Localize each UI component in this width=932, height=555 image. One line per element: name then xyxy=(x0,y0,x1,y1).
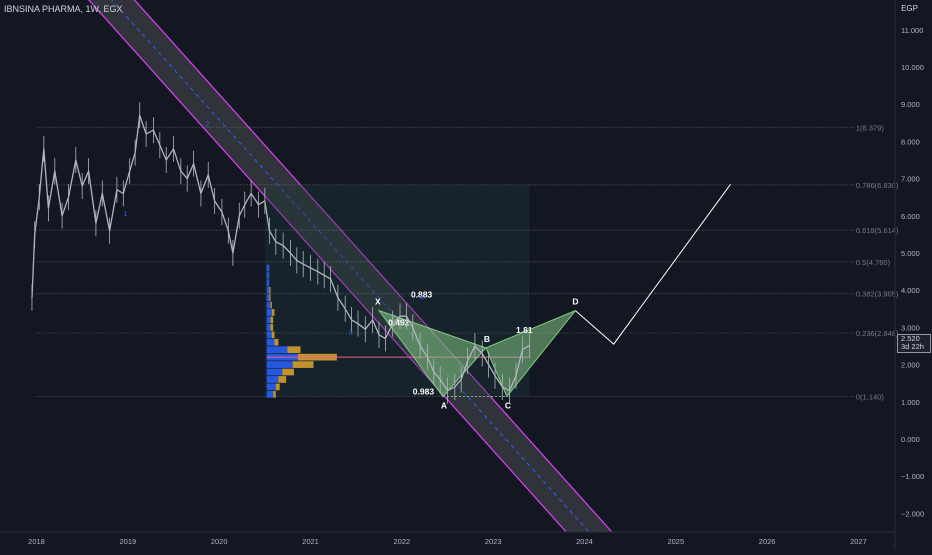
volume-profile-up-bar xyxy=(266,324,271,331)
harmonic-ratio-label: 0.983 xyxy=(413,386,435,396)
y-tick-label: 7.000 xyxy=(901,175,920,184)
x-tick-label: 2023 xyxy=(485,537,502,546)
volume-profile-down-bar xyxy=(278,376,287,383)
fib-level-label: 0.786(6.830) xyxy=(856,181,899,190)
y-tick-label: −2.000 xyxy=(901,509,924,518)
volume-profile-down-bar xyxy=(269,294,271,301)
volume-profile-up-bar xyxy=(266,316,271,324)
volume-profile-down-bar xyxy=(292,361,314,368)
volume-profile-down-bar xyxy=(270,316,274,324)
symbol-title: IBNSINA PHARMA, 1W, EGX xyxy=(4,4,123,14)
harmonic-ratio-label: 1.81 xyxy=(516,325,533,335)
volume-profile-up-bar xyxy=(266,309,272,316)
y-tick-label: 3.000 xyxy=(901,323,920,332)
harmonic-point-label: A xyxy=(441,401,447,411)
volume-profile-down-bar xyxy=(274,338,279,346)
harmonic-ratio-label: 0.492 xyxy=(388,318,410,328)
volume-profile-down-bar xyxy=(271,309,275,316)
x-tick-label: 2026 xyxy=(759,537,776,546)
x-tick-label: 2019 xyxy=(120,537,137,546)
y-tick-label: 9.000 xyxy=(901,100,920,109)
bar-countdown: 3d 22h xyxy=(901,342,924,351)
harmonic-bd-line xyxy=(485,310,576,349)
volume-profile-up-bar xyxy=(266,279,270,287)
y-tick-label: 8.000 xyxy=(901,137,920,146)
harmonic-ratio-label: 0.883 xyxy=(411,290,433,300)
wave-count-label: 3 xyxy=(349,330,353,337)
volume-profile-up-bar xyxy=(266,346,288,354)
volume-profile-down-bar xyxy=(275,383,280,391)
harmonic-point-label: X xyxy=(375,297,381,307)
y-tick-label: 1.000 xyxy=(901,398,920,407)
volume-profile-up-bar xyxy=(266,331,272,339)
x-tick-label: 2022 xyxy=(393,537,410,546)
y-tick-label: 6.000 xyxy=(901,212,920,221)
volume-profile-up-bar xyxy=(266,301,271,309)
y-tick-label: 11.000 xyxy=(901,26,923,35)
fib-level-label: 0.236(2.848) xyxy=(856,329,899,338)
x-tick-label: 2027 xyxy=(850,537,867,546)
harmonic-xb-line xyxy=(378,310,486,349)
volume-profile-up-bar xyxy=(266,271,270,279)
volume-profile-up-bar xyxy=(266,391,274,398)
y-tick-label: 5.000 xyxy=(901,249,920,258)
x-tick-label: 2018 xyxy=(28,537,45,546)
volume-profile-down-bar xyxy=(270,301,272,309)
x-tick-label: 2020 xyxy=(211,537,228,546)
channel-midline xyxy=(111,0,590,533)
wave-count-label: 2 xyxy=(205,121,209,128)
volume-profile-up-bar xyxy=(266,376,279,383)
harmonic-point-label: D xyxy=(572,297,578,307)
fib-level-label: 0.382(3.905) xyxy=(856,290,899,299)
volume-profile-down-bar xyxy=(282,368,294,376)
channel-fill xyxy=(88,0,612,532)
y-tick-label: 2.000 xyxy=(901,361,920,370)
wave-count-label: 1 xyxy=(123,211,127,218)
y-tick-label: 10.000 xyxy=(901,63,924,72)
volume-profile-up-bar xyxy=(266,294,270,301)
y-tick-label: 4.000 xyxy=(901,286,920,295)
volume-profile-down-bar xyxy=(269,286,271,294)
fib-level-label: 0.618(5.614) xyxy=(856,226,899,235)
x-tick-label: 2024 xyxy=(576,537,593,546)
x-tick-label: 2025 xyxy=(667,537,684,546)
volume-profile-up-bar xyxy=(266,361,293,368)
forecast-path-line xyxy=(575,183,732,345)
channel-upper-line xyxy=(133,0,613,533)
last-price-value: 2.520 xyxy=(901,334,920,343)
fib-level-label: 0(1.140) xyxy=(856,393,884,402)
fib-level-label: 1(8.379) xyxy=(856,123,884,132)
volume-profile-down-bar xyxy=(273,391,276,398)
y-tick-label: −1.000 xyxy=(901,472,924,481)
harmonic-point-label: C xyxy=(505,401,511,411)
volume-profile-up-bar xyxy=(266,368,283,376)
last-price-tag: 2.520 3d 22h xyxy=(897,334,931,353)
volume-profile-up-bar xyxy=(266,383,276,391)
volume-profile-down-bar xyxy=(271,331,275,339)
volume-profile-up-bar xyxy=(266,264,270,272)
y-tick-label: 0.000 xyxy=(901,435,920,444)
volume-profile-down-bar xyxy=(287,346,301,354)
wave-count-label: 4 xyxy=(420,294,424,301)
volume-profile-up-bar xyxy=(266,286,270,294)
harmonic-point-label: B xyxy=(484,334,490,344)
volume-profile-down-bar xyxy=(270,324,274,331)
volume-profile-up-bar xyxy=(266,338,275,346)
currency-label: EGP xyxy=(901,4,918,13)
fib-level-label: 0.5(4.760) xyxy=(856,258,891,267)
x-tick-label: 2021 xyxy=(302,537,319,546)
